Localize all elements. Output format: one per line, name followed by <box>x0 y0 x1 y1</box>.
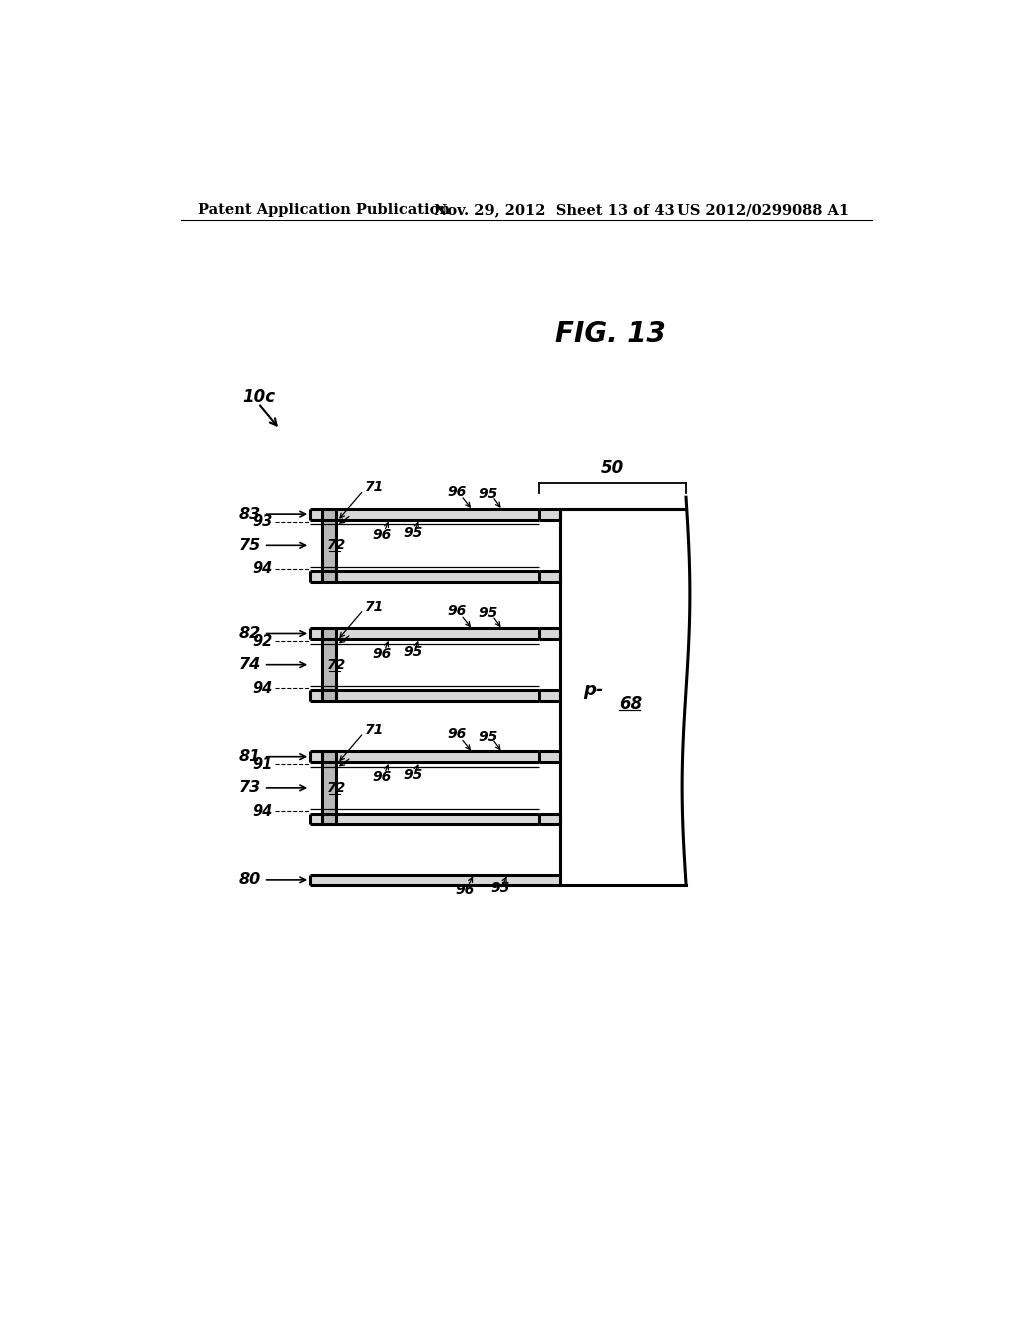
Text: p-: p- <box>584 681 604 700</box>
Polygon shape <box>310 875 560 886</box>
Text: 91: 91 <box>253 756 273 772</box>
Text: 94: 94 <box>253 681 273 696</box>
Text: 50: 50 <box>601 459 624 478</box>
Text: 94: 94 <box>253 561 273 577</box>
Polygon shape <box>322 508 336 582</box>
Text: 95: 95 <box>479 487 498 502</box>
Polygon shape <box>310 572 539 582</box>
Text: 96: 96 <box>447 727 467 742</box>
Polygon shape <box>539 751 560 762</box>
Polygon shape <box>310 751 539 762</box>
Text: US 2012/0299088 A1: US 2012/0299088 A1 <box>677 203 849 216</box>
Text: 68: 68 <box>620 696 643 713</box>
Text: 81: 81 <box>239 750 261 764</box>
Text: 95: 95 <box>479 606 498 620</box>
Text: 92: 92 <box>253 634 273 648</box>
Text: 96: 96 <box>447 605 467 618</box>
Text: 93: 93 <box>253 515 273 529</box>
Polygon shape <box>539 813 560 825</box>
Text: 72: 72 <box>327 781 346 795</box>
Polygon shape <box>322 628 336 701</box>
Polygon shape <box>310 628 539 639</box>
Text: 95: 95 <box>479 730 498 743</box>
Text: 71: 71 <box>366 599 384 614</box>
Text: 94: 94 <box>253 804 273 818</box>
Text: 96: 96 <box>456 883 475 896</box>
Text: 80: 80 <box>239 873 261 887</box>
Text: Nov. 29, 2012  Sheet 13 of 43: Nov. 29, 2012 Sheet 13 of 43 <box>434 203 675 216</box>
Text: 72: 72 <box>327 539 346 552</box>
Text: 95: 95 <box>490 880 510 895</box>
Text: 96: 96 <box>373 771 392 784</box>
Text: 73: 73 <box>239 780 261 796</box>
Text: 96: 96 <box>447 484 467 499</box>
Text: 95: 95 <box>403 768 423 783</box>
Text: 74: 74 <box>239 657 261 672</box>
Polygon shape <box>539 690 560 701</box>
Polygon shape <box>310 690 539 701</box>
Polygon shape <box>322 751 336 825</box>
Text: 95: 95 <box>403 525 423 540</box>
Polygon shape <box>539 628 560 639</box>
Polygon shape <box>539 508 560 520</box>
Text: 72: 72 <box>327 657 346 672</box>
Polygon shape <box>539 572 560 582</box>
Text: 71: 71 <box>366 723 384 737</box>
Text: 83: 83 <box>239 507 261 521</box>
Text: 82: 82 <box>239 626 261 642</box>
Polygon shape <box>310 508 539 520</box>
Text: Patent Application Publication: Patent Application Publication <box>198 203 450 216</box>
Text: FIG. 13: FIG. 13 <box>555 319 666 348</box>
Text: 10c: 10c <box>243 388 275 407</box>
Text: 96: 96 <box>373 528 392 543</box>
Text: 95: 95 <box>403 645 423 659</box>
Polygon shape <box>310 813 539 825</box>
Text: 96: 96 <box>373 647 392 661</box>
Text: 75: 75 <box>239 537 261 553</box>
Text: 71: 71 <box>366 480 384 494</box>
